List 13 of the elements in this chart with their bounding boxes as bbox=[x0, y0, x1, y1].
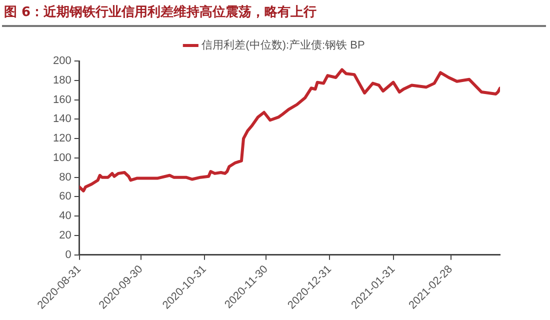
y-tick-label: 60 bbox=[59, 190, 72, 203]
y-tick-label: 200 bbox=[52, 55, 72, 68]
y-tick-label: 120 bbox=[52, 132, 72, 145]
y-tick-label: 0 bbox=[65, 248, 72, 261]
y-tick-label: 160 bbox=[52, 94, 72, 106]
legend-label: 信用利差(中位数):产业债:钢铁 BP bbox=[202, 38, 365, 52]
y-tick-label: 100 bbox=[52, 152, 72, 164]
y-tick-label: 180 bbox=[52, 74, 72, 86]
y-tick-label: 20 bbox=[59, 230, 72, 242]
y-tick-label: 140 bbox=[52, 113, 72, 126]
y-tick-label: 80 bbox=[59, 171, 72, 184]
y-tick-label: 40 bbox=[59, 210, 72, 222]
chart-title: 图 6：近期钢铁行业信用利差维持高位震荡，略有上行 bbox=[4, 4, 317, 21]
